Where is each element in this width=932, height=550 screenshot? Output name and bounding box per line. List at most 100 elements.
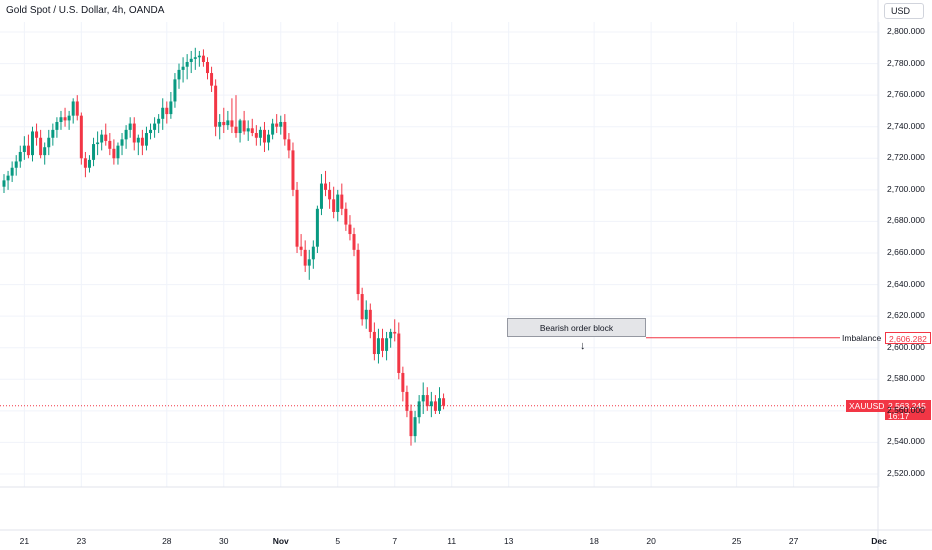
candle-body [218,121,222,127]
bearish-order-block[interactable]: Bearish order block [507,318,646,337]
time-tick-label: 20 [646,536,656,546]
candle-body [299,246,303,250]
candle-body [344,208,348,225]
candle-body [340,194,344,209]
candle-body [189,58,193,62]
candle-body [161,107,165,119]
candle-body [43,147,47,156]
candle-body [112,148,116,159]
candle-body [360,294,364,320]
candle-body [59,117,63,122]
time-tick-label: 27 [788,536,799,546]
candle-body [336,194,340,212]
candle-body [51,129,55,138]
candle-body [442,398,446,406]
candle-body [214,85,218,127]
candle-body [63,117,67,121]
symbol-tag: XAUUSD [846,400,888,412]
candle-body [132,123,136,143]
imbalance-price-tag: 2,606.282 [885,332,931,344]
price-tick-label: 2,740.000 [887,120,925,131]
candle-body [116,145,120,159]
candle-body [332,199,336,212]
candle-body [177,69,181,80]
candle-body [79,115,83,159]
price-tick-label: 2,600.000 [887,341,925,352]
candle-body [262,129,266,143]
candle-body [92,144,96,160]
candle-body [267,134,271,143]
time-tick-label: 21 [19,536,30,546]
price-tick-label: 2,720.000 [887,152,925,163]
candle-body [283,121,287,140]
price-tick-label: 2,760.000 [887,89,925,100]
candle-body [254,133,258,138]
candle-body [381,338,385,351]
time-tick-label: 18 [589,536,599,546]
candle-body [250,128,254,134]
candle-body [39,137,43,156]
candle-body [120,139,124,146]
candle-body [185,61,189,67]
candle-body [10,167,14,176]
candle-body [393,331,397,334]
price-tick-label: 2,520.000 [887,468,925,478]
candle-body [409,410,413,437]
candle-body [2,180,6,187]
candle-body [47,137,51,148]
candle-body [437,398,441,411]
candle-body [181,66,185,70]
candle-body [165,107,169,115]
price-tick-label: 2,800.000 [887,26,925,36]
candle-body [397,333,401,373]
candle-body [169,101,173,115]
candle-body [352,234,356,250]
time-tick-label: 5 [335,536,341,546]
price-tick-label: 2,560.000 [887,404,925,415]
candle-body [279,121,283,127]
candle-body [100,134,104,143]
candle-body [104,134,108,141]
candle-body [201,55,205,62]
time-tick-label: 11 [447,536,457,546]
candle-body [140,137,144,146]
candle-body [405,391,409,411]
candle-body [417,401,421,418]
arrow-down-icon: ↓ [580,340,586,352]
currency-button[interactable]: USD [884,3,924,19]
time-tick-label: 30 [219,536,229,546]
candle-body [55,121,59,130]
candle-body [75,101,79,116]
candle-body [193,57,197,59]
price-tick-label: 2,580.000 [887,373,925,384]
candle-body [173,79,177,102]
candle-body [206,61,209,74]
candle-body [307,259,311,266]
candle-body [71,101,75,116]
candle-body [368,309,372,332]
current-price-tag: 2,563.245 16:17 [885,400,931,421]
candle-body [364,309,368,320]
candle-body [328,189,332,200]
time-tick-label: 23 [76,536,87,546]
candle-body [275,123,279,127]
candle-body [372,331,376,355]
candle-body [128,123,132,130]
imbalance-label: Imbalance [842,333,882,343]
candle-body [108,140,112,149]
candle-body [242,120,246,132]
candle-body [153,123,157,130]
candle-body [324,183,328,190]
candle-body [14,161,18,168]
candle-body [425,395,429,407]
candle-body [303,249,307,266]
candle-body [18,151,22,162]
candle-body [30,131,34,156]
candle-body [83,158,87,168]
price-tick-label: 2,680.000 [887,215,925,226]
time-tick-label: 28 [162,536,172,546]
candle-body [295,189,299,247]
candle-body [124,129,128,140]
time-tick-label: Dec [871,536,887,546]
